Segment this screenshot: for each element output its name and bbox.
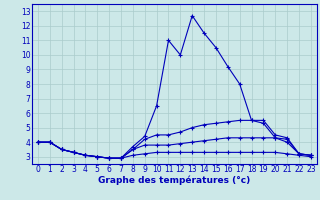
X-axis label: Graphe des températures (°c): Graphe des températures (°c): [98, 176, 251, 185]
